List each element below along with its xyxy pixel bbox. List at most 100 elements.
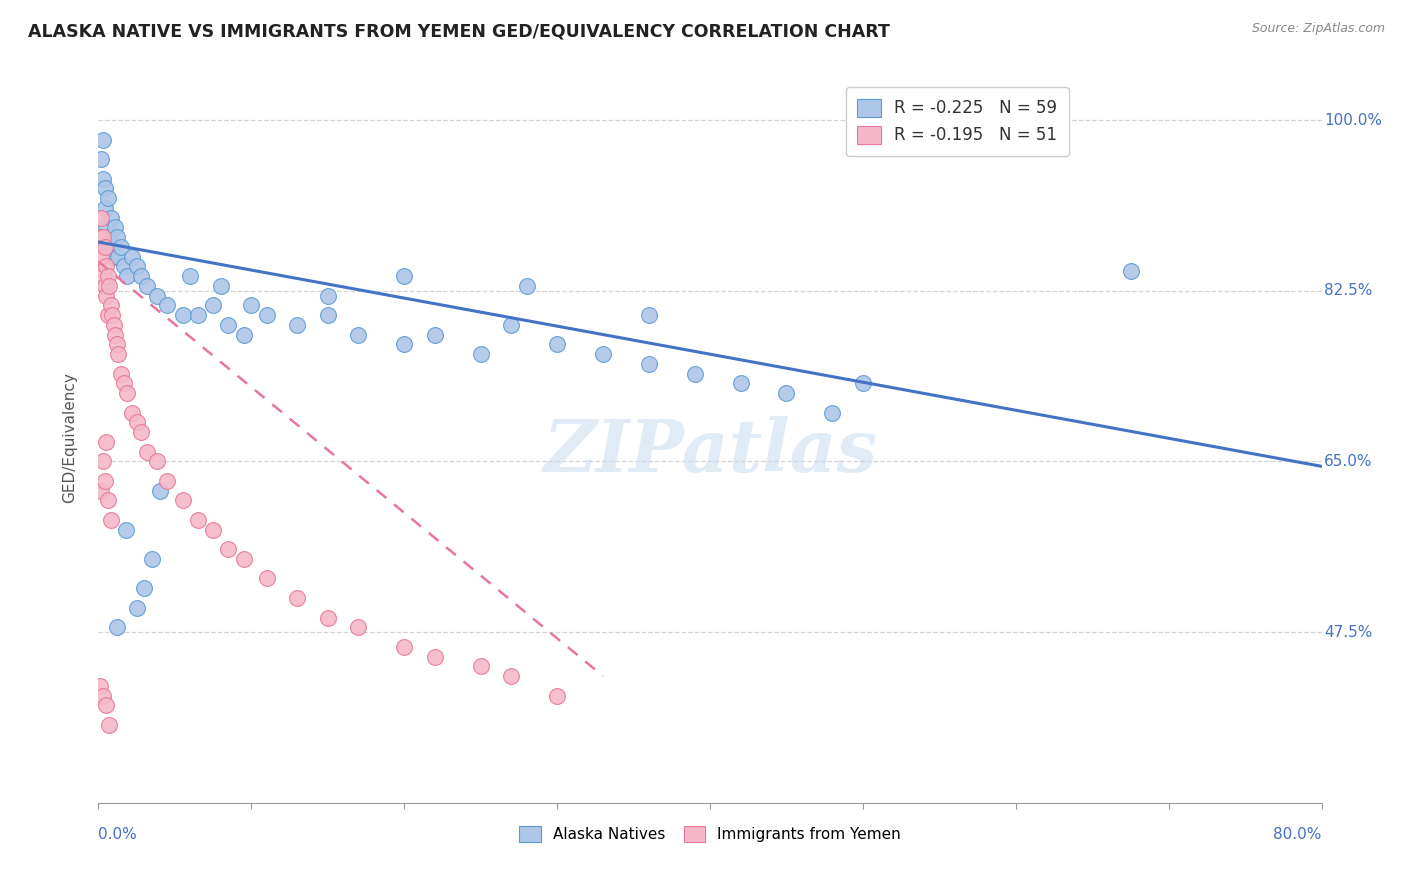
- Point: [637, 308, 661, 322]
- Point: [103, 318, 125, 332]
- Point: [100, 298, 122, 312]
- Point: [125, 260, 148, 274]
- Point: [1119, 264, 1142, 278]
- Point: [107, 347, 129, 361]
- Point: [470, 659, 492, 673]
- Point: [516, 279, 538, 293]
- Point: [112, 376, 135, 391]
- Point: [98, 230, 121, 244]
- Point: [110, 240, 132, 254]
- Point: [392, 269, 416, 284]
- Point: [121, 406, 143, 420]
- Point: [136, 279, 159, 293]
- Point: [316, 308, 339, 322]
- Point: [104, 327, 127, 342]
- Text: 47.5%: 47.5%: [1324, 624, 1372, 640]
- Point: [91, 269, 114, 284]
- Point: [90, 152, 112, 166]
- Point: [94, 288, 117, 302]
- Point: [145, 288, 167, 302]
- Point: [129, 425, 152, 440]
- Point: [103, 250, 125, 264]
- Point: [101, 240, 124, 254]
- Point: [93, 240, 115, 254]
- Point: [93, 279, 115, 293]
- Point: [105, 230, 128, 244]
- Point: [179, 269, 201, 284]
- Point: [156, 298, 179, 312]
- Point: [91, 689, 114, 703]
- Point: [90, 211, 112, 225]
- Point: [145, 454, 167, 468]
- Point: [240, 298, 263, 312]
- Point: [392, 337, 416, 351]
- Point: [546, 689, 568, 703]
- Point: [256, 308, 278, 322]
- Point: [423, 649, 446, 664]
- Point: [112, 260, 135, 274]
- Point: [101, 308, 124, 322]
- Point: [232, 327, 254, 342]
- Point: [100, 211, 122, 225]
- Point: [98, 718, 121, 732]
- Y-axis label: GED/Equivalency: GED/Equivalency: [63, 372, 77, 502]
- Text: 100.0%: 100.0%: [1324, 112, 1382, 128]
- Point: [93, 181, 115, 195]
- Point: [256, 572, 278, 586]
- Point: [117, 269, 139, 284]
- Text: 82.5%: 82.5%: [1324, 284, 1372, 298]
- Point: [104, 220, 127, 235]
- Point: [347, 620, 370, 634]
- Point: [136, 444, 159, 458]
- Point: [91, 230, 114, 244]
- Point: [141, 552, 163, 566]
- Point: [91, 133, 114, 147]
- Point: [209, 279, 232, 293]
- Legend: Alaska Natives, Immigrants from Yemen: Alaska Natives, Immigrants from Yemen: [512, 818, 908, 850]
- Point: [90, 483, 112, 498]
- Point: [94, 220, 117, 235]
- Point: [546, 337, 568, 351]
- Text: 65.0%: 65.0%: [1324, 454, 1372, 469]
- Point: [115, 523, 138, 537]
- Point: [821, 406, 844, 420]
- Point: [125, 416, 148, 430]
- Point: [98, 279, 121, 293]
- Point: [94, 434, 117, 449]
- Text: ALASKA NATIVE VS IMMIGRANTS FROM YEMEN GED/EQUIVALENCY CORRELATION CHART: ALASKA NATIVE VS IMMIGRANTS FROM YEMEN G…: [28, 22, 890, 40]
- Point: [97, 269, 120, 284]
- Point: [125, 600, 148, 615]
- Point: [187, 513, 209, 527]
- Point: [172, 308, 194, 322]
- Point: [217, 542, 239, 557]
- Point: [683, 367, 706, 381]
- Text: ZIPatlas: ZIPatlas: [543, 417, 877, 487]
- Point: [97, 308, 120, 322]
- Point: [149, 483, 172, 498]
- Point: [89, 679, 111, 693]
- Point: [285, 591, 308, 605]
- Point: [775, 386, 797, 401]
- Point: [117, 386, 139, 401]
- Point: [730, 376, 752, 391]
- Point: [501, 318, 523, 332]
- Point: [637, 357, 661, 371]
- Point: [105, 620, 128, 634]
- Point: [89, 230, 111, 244]
- Point: [105, 337, 128, 351]
- Point: [97, 191, 120, 205]
- Point: [94, 698, 117, 713]
- Point: [285, 318, 308, 332]
- Point: [470, 347, 492, 361]
- Point: [100, 513, 122, 527]
- Point: [93, 201, 115, 215]
- Point: [172, 493, 194, 508]
- Point: [316, 610, 339, 624]
- Point: [94, 260, 117, 274]
- Point: [852, 376, 875, 391]
- Point: [134, 581, 156, 595]
- Point: [592, 347, 614, 361]
- Point: [91, 171, 114, 186]
- Point: [347, 327, 370, 342]
- Point: [107, 250, 129, 264]
